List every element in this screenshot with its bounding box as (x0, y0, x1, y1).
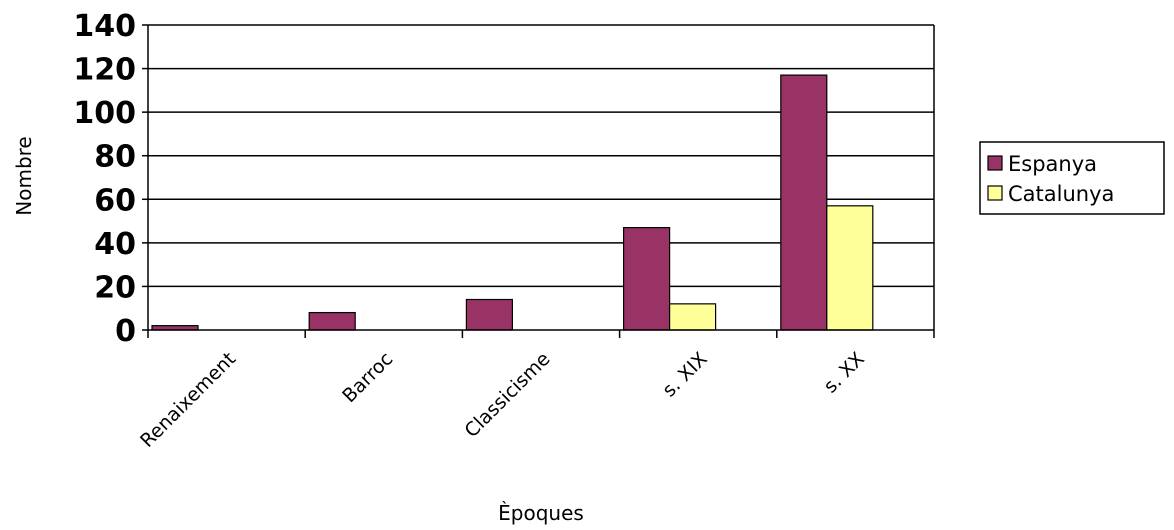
bar-espanya-4 (622, 227, 671, 331)
x-tick-label: Classicisme (460, 348, 554, 442)
axes (147, 25, 935, 331)
x-tick-label: s. XX (819, 348, 869, 398)
y-tick-label: 140 (73, 9, 136, 44)
x-axis-title: Èpoques (498, 501, 584, 525)
bars (151, 74, 874, 331)
bar-espanya-5 (780, 74, 828, 331)
legend: Espanya Catalunya (979, 141, 1165, 215)
gridlines (148, 24, 934, 288)
bar-espanya-3 (465, 298, 513, 331)
y-axis-ticks: 0 20 40 60 80 100 120 140 (73, 9, 148, 349)
bar-catalunya-4 (668, 303, 717, 331)
x-tick-label: Barroc (338, 348, 397, 407)
legend-swatch-espanya (987, 155, 1003, 171)
bar-catalunya-5 (826, 205, 874, 331)
legend-label-catalunya: Catalunya (1008, 182, 1114, 206)
x-axis-ticks: Renaixement Barroc Classicisme s. XIX s. XX (136, 330, 935, 452)
y-tick-label: 100 (73, 96, 136, 131)
y-axis-title: Nombre (12, 136, 36, 215)
y-tick-label: 80 (94, 140, 136, 175)
y-tick-label: 20 (94, 270, 136, 305)
y-tick-label: 40 (94, 227, 136, 262)
legend-swatch-catalunya (987, 185, 1003, 201)
legend-box (979, 141, 1165, 215)
y-tick-label: 120 (73, 53, 136, 88)
bar-espanya-2 (308, 311, 356, 331)
x-tick-label: Renaixement (136, 348, 240, 452)
x-tick-label: s. XIX (658, 348, 711, 401)
y-tick-label: 60 (94, 183, 136, 218)
y-tick-label: 0 (115, 314, 136, 349)
legend-label-espanya: Espanya (1008, 152, 1097, 176)
